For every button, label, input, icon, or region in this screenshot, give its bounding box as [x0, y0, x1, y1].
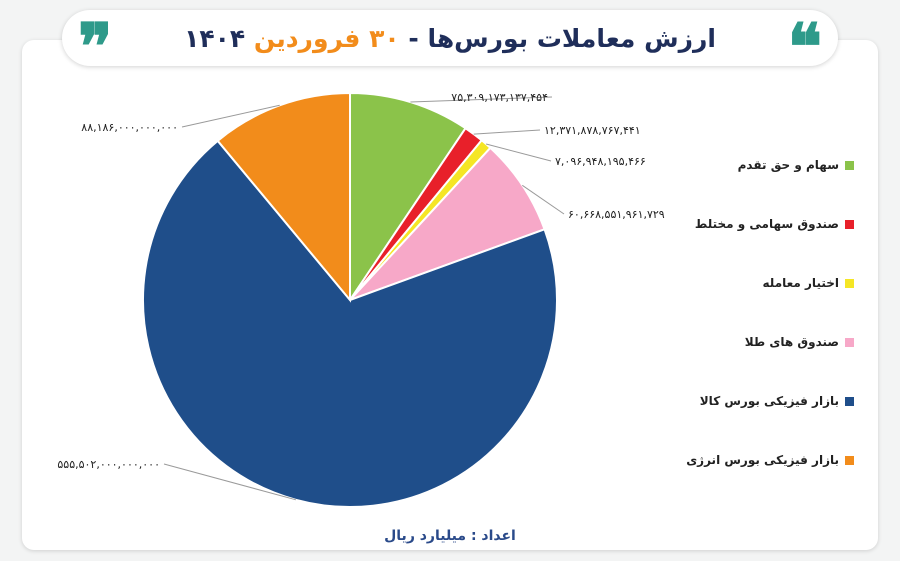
- legend-item: بازار فیزیکی بورس انرژی: [686, 453, 854, 467]
- label-leader-line: [181, 104, 280, 128]
- legend-item: صندوق سهامی و مختلط: [695, 217, 854, 231]
- legend-swatch: [845, 337, 854, 347]
- label-leader-line: [522, 184, 565, 215]
- legend-swatch: [845, 396, 854, 406]
- legend-swatch: [845, 455, 854, 465]
- label-leader-line: [485, 143, 552, 162]
- legend-item: اختیار معامله: [763, 276, 854, 290]
- title-main: ارزش معاملات بورس‌ها -: [399, 23, 716, 53]
- title-year: ۱۴۰۴: [184, 23, 254, 53]
- pie-slice: [349, 91, 467, 304]
- legend-label: بازار فیزیکی بورس کالا: [699, 394, 839, 408]
- slice-value-label: ۸۸,۱۸۶,۰۰۰,۰۰۰,۰۰۰: [81, 121, 178, 134]
- slice-value-label: ۱۲,۳۷۱,۸۷۸,۷۶۷,۴۴۱: [544, 124, 641, 137]
- slice-value-label: ۷۵,۳۰۹,۱۷۳,۱۳۷,۴۵۴: [451, 91, 548, 104]
- unit-footnote: اعداد : میلیارد ریال: [384, 528, 516, 544]
- quote-close-icon: ❞: [78, 10, 113, 85]
- title-banner: ❝ ارزش معاملات بورس‌ها - ۳۰ فروردین ۱۴۰۴…: [62, 10, 838, 80]
- legend-label: سهام و حق تقدم: [737, 158, 839, 172]
- legend-swatch: [845, 160, 854, 170]
- legend-label: صندوق سهامی و مختلط: [694, 217, 839, 231]
- legend-swatch: [845, 219, 854, 229]
- legend-item: بازار فیزیکی بورس کالا: [700, 394, 854, 408]
- legend-item: سهام و حق تقدم: [738, 158, 854, 172]
- label-leader-line: [163, 463, 297, 501]
- label-leader-line: [410, 96, 553, 103]
- legend-label: اختیار معامله: [762, 276, 839, 290]
- label-leader-line: [473, 129, 541, 135]
- slice-value-label: ۷,۰۹۶,۹۴۸,۱۹۵,۴۶۶: [555, 155, 646, 168]
- pie-slice: [142, 139, 559, 508]
- legend-label: صندوق های طلا: [744, 335, 839, 349]
- title-date: ۳۰ فروردین: [253, 23, 400, 53]
- slice-value-label: ۶۰,۶۶۸,۵۵۱,۹۶۱,۷۲۹: [568, 208, 665, 221]
- legend-swatch: [845, 278, 854, 288]
- legend-item: صندوق های طلا: [745, 335, 854, 349]
- slice-value-label: ۵۵۵,۵۰۲,۰۰۰,۰۰۰,۰۰۰: [57, 458, 160, 471]
- legend-label: بازار فیزیکی بورس انرژی: [686, 453, 839, 467]
- page-title: ارزش معاملات بورس‌ها - ۳۰ فروردین ۱۴۰۴: [184, 24, 716, 53]
- quote-open-icon: ❝: [787, 10, 822, 85]
